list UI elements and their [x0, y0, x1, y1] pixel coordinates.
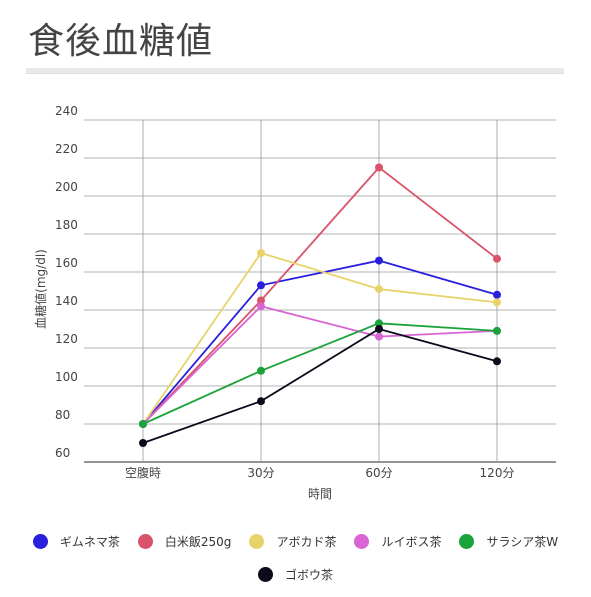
- x-tick-label: 30分: [247, 466, 274, 480]
- legend-item: アボカド茶: [249, 533, 336, 550]
- legend-item: ルイボス茶: [354, 533, 441, 550]
- series-line: [142, 259, 498, 425]
- chart-legend: ギムネマ茶 白米飯250g アボカド茶 ルイボス茶 サラシア茶W ゴボウ茶: [0, 528, 591, 587]
- y-axis-ticks: 60 80 100 120 140 160 180 200 220 240: [55, 104, 78, 460]
- legend-row: ゴボウ茶: [0, 561, 591, 587]
- data-point: [375, 285, 383, 294]
- legend-label: アボカド茶: [276, 534, 337, 549]
- x-axis-title: 時間: [308, 487, 332, 501]
- legend-swatch: [459, 533, 475, 549]
- y-tick-label: 100: [55, 370, 78, 384]
- legend-label: サラシア茶W: [486, 534, 559, 549]
- legend-label: 白米飯250g: [164, 534, 232, 549]
- y-tick-label: 180: [55, 218, 78, 232]
- legend-swatch: [354, 533, 370, 549]
- data-point: [257, 397, 265, 406]
- data-point: [493, 254, 501, 263]
- legend-item: ギムネマ茶: [32, 533, 120, 550]
- chart-series: [139, 163, 501, 447]
- y-tick-label: 140: [55, 294, 78, 308]
- legend-item: サラシア茶W: [459, 533, 558, 550]
- y-tick-label: 220: [55, 142, 78, 156]
- series-line: [142, 305, 498, 425]
- data-point: [257, 302, 265, 311]
- data-point: [257, 249, 265, 257]
- legend-label: ルイボス茶: [381, 534, 442, 549]
- y-tick-label: 160: [55, 256, 78, 270]
- y-tick-label: 240: [55, 104, 78, 118]
- series-line: [142, 251, 498, 425]
- x-axis-ticks: 空腹時 30分 60分 120分: [125, 466, 514, 480]
- y-tick-label: 60: [55, 446, 70, 460]
- data-point: [139, 420, 147, 428]
- legend-label: ギムネマ茶: [59, 534, 120, 549]
- data-point: [257, 296, 265, 305]
- y-axis-title: 血糖値(mg/dl): [33, 249, 48, 329]
- legend-row: ギムネマ茶 白米飯250g アボカド茶 ルイボス茶 サラシア茶W: [0, 528, 591, 554]
- data-point: [375, 319, 383, 328]
- data-point: [139, 439, 147, 447]
- page-title: 食後血糖値: [28, 21, 214, 62]
- legend-swatch: [257, 566, 273, 582]
- data-point: [375, 256, 383, 265]
- legend-swatch: [32, 533, 48, 549]
- data-point: [375, 332, 383, 341]
- legend-label: ゴボウ茶: [284, 567, 333, 582]
- y-tick-label: 80: [55, 408, 70, 422]
- data-point: [493, 298, 501, 307]
- data-point: [493, 290, 501, 299]
- data-point: [257, 366, 265, 375]
- y-tick-label: 120: [55, 332, 78, 346]
- data-point: [493, 357, 501, 366]
- data-point: [375, 163, 383, 172]
- x-tick-label: 空腹時: [125, 466, 161, 480]
- data-point: [257, 281, 265, 290]
- legend-item: 白米飯250g: [137, 533, 232, 550]
- series-line: [142, 166, 498, 425]
- line-chart: 60 80 100 120 140 160 180 200 220 240 空腹時 30分 60分 12…: [33, 104, 556, 501]
- x-tick-label: 120分: [480, 466, 515, 480]
- legend-swatch: [249, 533, 265, 549]
- title-divider: [26, 68, 564, 74]
- y-tick-label: 200: [55, 180, 78, 194]
- series-line: [142, 322, 498, 425]
- series-line: [142, 328, 498, 444]
- legend-item: ゴボウ茶: [257, 566, 333, 583]
- data-point: [493, 326, 501, 335]
- legend-swatch: [137, 533, 153, 549]
- x-tick-label: 60分: [365, 466, 392, 480]
- data-point: [375, 325, 383, 333]
